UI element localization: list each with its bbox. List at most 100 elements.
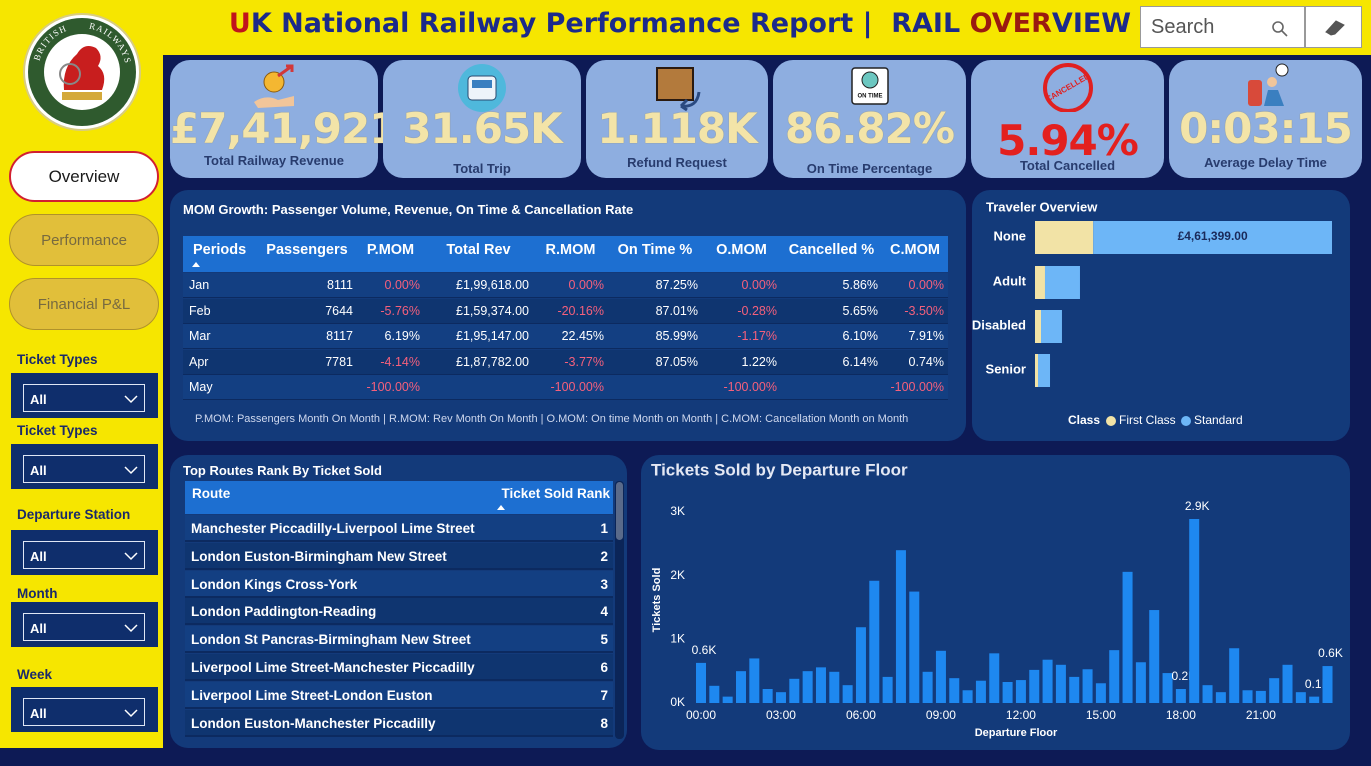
kpi-icon <box>458 64 506 112</box>
filter-box: All <box>11 687 158 732</box>
kpi-card: 0:03:15 Average Delay Time <box>1169 60 1362 178</box>
mom-cell: 0.00% <box>568 278 604 292</box>
x-tick-label: 03:00 <box>766 708 796 722</box>
filter-dropdown[interactable]: All <box>23 384 145 412</box>
data-label: 0.6K <box>692 643 717 657</box>
mom-row <box>183 298 948 324</box>
chevron <box>124 624 138 633</box>
mom-cell: 1.22% <box>741 354 777 369</box>
mom-cell: 87.01% <box>655 303 698 318</box>
mom-cell: 6.10% <box>842 329 878 343</box>
nav-button[interactable]: Performance <box>9 214 159 266</box>
kpi-value: 5.94% <box>997 116 1139 165</box>
icon-clock <box>1275 63 1288 77</box>
mom-cell: -20.16% <box>557 303 604 318</box>
y-tick-label: 3K <box>670 504 685 518</box>
bar <box>1322 666 1333 703</box>
kpi-icon <box>656 67 701 112</box>
bar-segment <box>1093 221 1332 254</box>
kpi-card: 31.65K Total Trip <box>383 60 581 178</box>
filter-dropdown[interactable]: All <box>23 698 145 726</box>
filter-box: All <box>11 530 158 575</box>
routes-row <box>185 515 613 542</box>
kpi-label: Total Railway Revenue <box>204 153 344 168</box>
filter-value: All <box>30 463 47 478</box>
chevron <box>124 395 138 404</box>
x-tick-label: 15:00 <box>1086 708 1116 722</box>
x-tick-label: 00:00 <box>686 708 716 722</box>
bar <box>789 678 800 703</box>
routes-row <box>185 598 613 626</box>
route-rank: 3 <box>600 576 608 592</box>
bar <box>869 580 880 703</box>
legend-label: First Class <box>1119 413 1176 427</box>
x-tick-label: 12:00 <box>1006 708 1036 722</box>
route-rank: 7 <box>600 687 608 703</box>
title-part: VIEW <box>1051 8 1132 39</box>
bar <box>829 671 840 703</box>
bar <box>735 671 746 703</box>
mom-header-row <box>183 236 948 272</box>
filter-dropdown[interactable]: All <box>23 613 145 641</box>
kpi-value: 1.118K <box>597 104 757 153</box>
filter-label: Month <box>17 586 58 601</box>
bar <box>762 688 773 703</box>
filter-dropdown[interactable]: All <box>23 541 145 569</box>
route-name: London Euston-Birmingham New Street <box>191 548 447 564</box>
chevron <box>124 466 138 475</box>
mom-header: C.MOM <box>890 242 940 258</box>
bar <box>1095 683 1106 703</box>
routes-row <box>185 626 613 654</box>
search-icon-lens <box>1272 21 1284 33</box>
bar <box>1082 669 1093 703</box>
mom-cell: £1,99,618.00 <box>456 278 529 292</box>
bar <box>989 653 1000 703</box>
sort-indicator <box>497 505 505 510</box>
bar <box>749 658 760 703</box>
kpi-value: 0:03:15 <box>1179 104 1353 153</box>
routes-row <box>185 654 613 681</box>
routes-header: Route <box>192 486 231 501</box>
scrollbar <box>615 481 624 739</box>
routes-row <box>185 570 613 598</box>
bar <box>895 550 906 703</box>
route-rank: 5 <box>600 632 608 648</box>
bar <box>1175 688 1186 703</box>
search-box[interactable]: Search <box>1140 6 1305 48</box>
mom-cell: Feb <box>189 303 211 318</box>
bar <box>1202 685 1213 703</box>
legend-title: Class <box>1068 413 1100 427</box>
bar <box>1042 659 1053 703</box>
route-name: Manchester Piccadilly-Liverpool Lime Str… <box>191 521 475 536</box>
mom-cell: -0.28% <box>737 303 777 318</box>
filter-label: Departure Station <box>17 507 131 522</box>
bar <box>1109 650 1120 703</box>
mom-header: O.MOM <box>716 242 767 258</box>
icon-arrow <box>277 64 294 78</box>
kpi-value: 86.82% <box>785 104 955 153</box>
bar <box>815 667 826 703</box>
nav-button[interactable]: Financial P&L <box>9 278 159 330</box>
mom-cell: -4.14% <box>380 354 420 369</box>
mom-header: Cancelled % <box>788 242 875 258</box>
legend-marker <box>1181 416 1191 426</box>
chevron <box>124 709 138 718</box>
bar <box>1055 664 1066 703</box>
bar <box>922 671 933 703</box>
filter-dropdown[interactable]: All <box>23 455 145 483</box>
mom-cell: -100.00% <box>723 380 777 394</box>
eraser-button[interactable] <box>1305 6 1362 48</box>
icon-text: ON TIME <box>857 94 882 100</box>
route-name: Liverpool Lime Street-London Euston <box>191 687 433 703</box>
logo-lion <box>63 46 105 90</box>
mom-header: Total Rev <box>446 242 511 258</box>
x-tick-label: 21:00 <box>1246 708 1276 722</box>
logo: BRITISH RAILWAYS <box>23 13 141 131</box>
nav-button[interactable]: Overview <box>9 151 159 202</box>
route-name: London St Pancras-Birmingham New Street <box>191 632 471 648</box>
bar <box>1162 673 1173 703</box>
bar <box>1135 662 1146 703</box>
legend-marker <box>1106 416 1116 426</box>
chart-title: Tickets Sold by Departure Floor <box>651 460 908 479</box>
